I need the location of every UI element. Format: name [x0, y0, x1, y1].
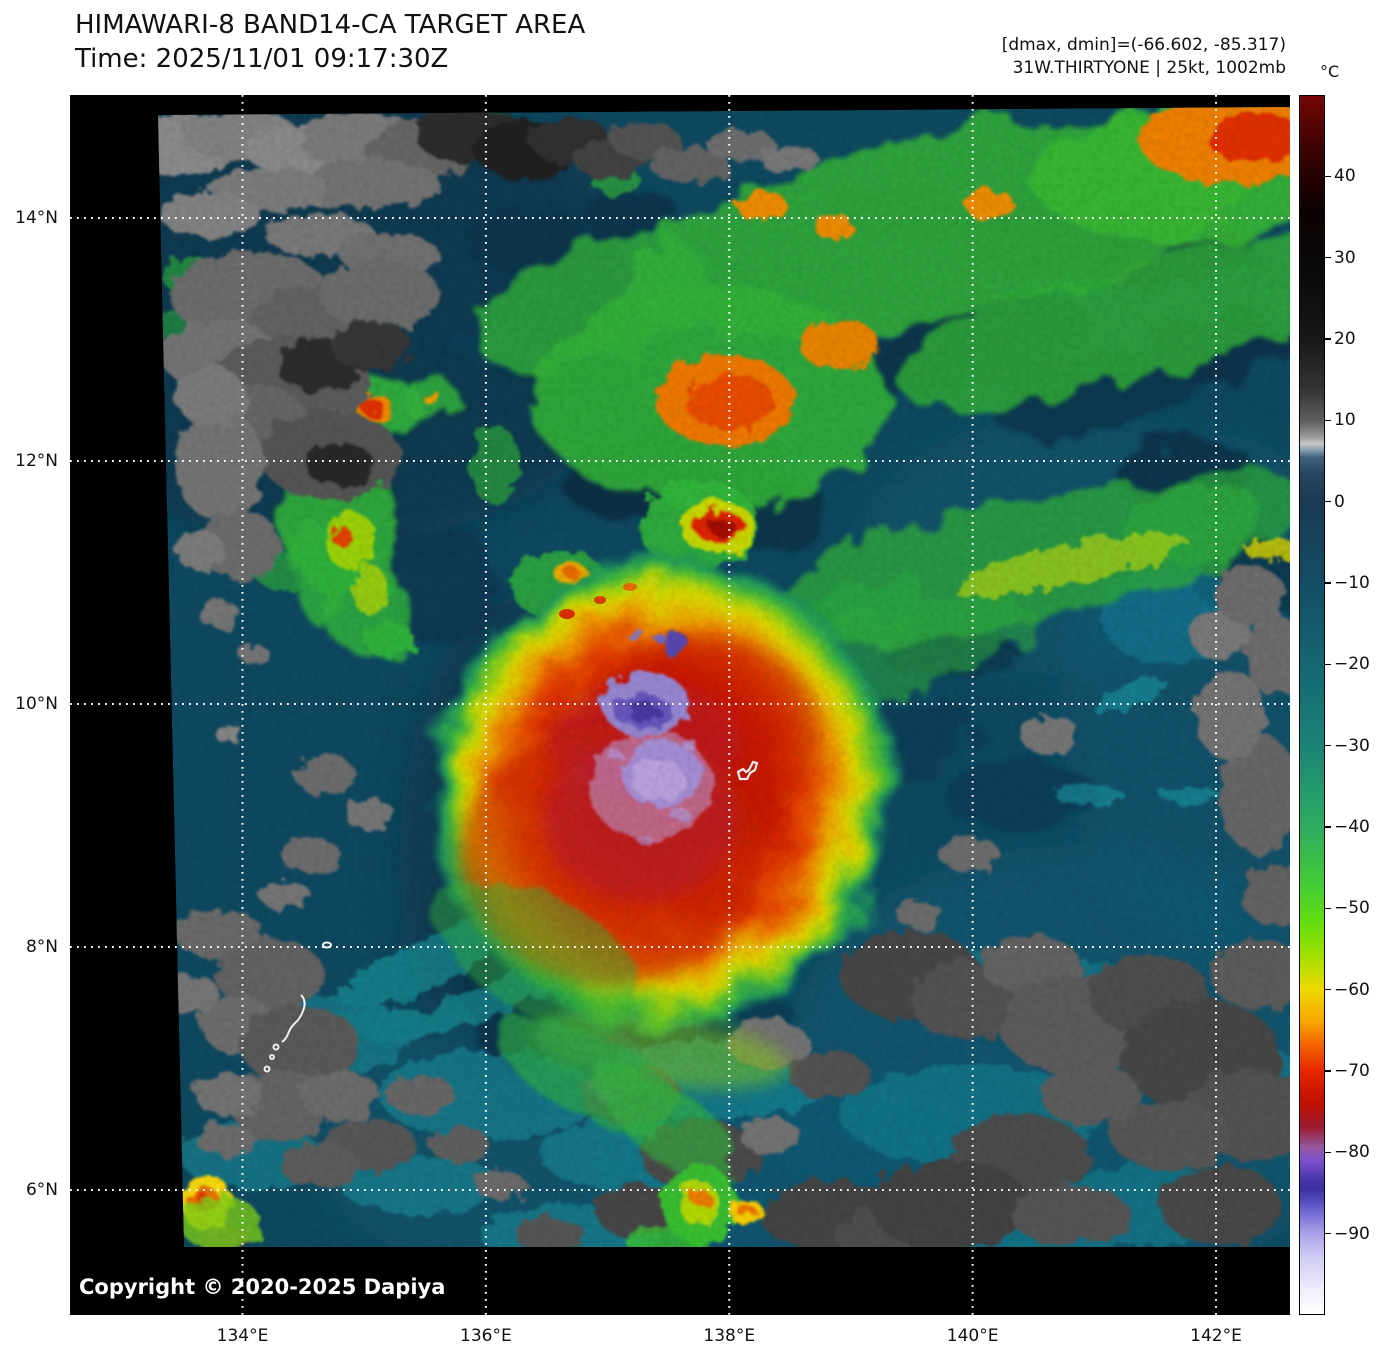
colorbar-tick-label: −50 [1334, 898, 1370, 919]
lat-tick-label: 6°N [25, 1180, 58, 1200]
lon-tick-label: 140°E [946, 1326, 999, 1346]
colorbar-tick-mark [1325, 1232, 1331, 1235]
storm-info-readout: 31W.THIRTYONE | 25kt, 1002mb [1012, 58, 1286, 78]
colorbar [1299, 95, 1325, 1315]
colorbar-tick-mark [1325, 826, 1331, 828]
colorbar-tick-mark [1325, 1070, 1331, 1072]
satellite-image [158, 107, 1290, 1247]
colorbar-tick-label: −70 [1334, 1061, 1370, 1081]
copyright-watermark: Copyright © 2020-2025 Dapiya [79, 1275, 446, 1299]
colorbar-tick-label: −80 [1334, 1142, 1370, 1163]
lon-tick-label: 142°E [1190, 1326, 1242, 1346]
dmax-dmin-readout: [dmax, dmin]=(-66.602, -85.317) [1001, 35, 1286, 55]
annotation-block: [dmax, dmin]=(-66.602, -85.317) 31W.THIR… [1002, 34, 1286, 80]
page-title: HIMAWARI-8 BAND14-CA TARGET AREA [75, 10, 586, 40]
colorbar-tick-mark [1325, 582, 1331, 584]
colorbar-tick-label: 40 [1334, 166, 1356, 187]
colorbar-tick-mark [1325, 744, 1331, 747]
colorbar-tick-label: −60 [1334, 979, 1370, 1000]
lon-tick-label: 134°E [216, 1326, 269, 1346]
timestamp: Time: 2025/11/01 09:17:30Z [75, 44, 449, 74]
colorbar-tick-label: −90 [1334, 1223, 1370, 1244]
colorbar-tick-label: 0 [1334, 491, 1345, 512]
lat-tick-label: 10°N [15, 694, 58, 714]
lon-tick-label: 136°E [460, 1326, 512, 1346]
colorbar-tick-label: 10 [1334, 410, 1356, 431]
lon-tick-label: 138°E [703, 1326, 756, 1346]
colorbar-tick-label: −40 [1334, 817, 1370, 837]
gridlines [70, 95, 1290, 1315]
colorbar-tick-mark [1325, 419, 1331, 422]
colorbar-tick-mark [1325, 988, 1331, 991]
image-grain [158, 107, 1290, 1247]
colorbar-tick-mark [1325, 907, 1331, 910]
colorbar-unit-label: °C [1320, 62, 1340, 81]
colorbar-tick-mark [1325, 1151, 1331, 1154]
colorbar-tick-mark [1325, 338, 1331, 340]
lat-tick-label: 8°N [25, 937, 58, 957]
colorbar-tick-mark [1325, 500, 1331, 503]
colorbar-tick-label: −30 [1334, 735, 1370, 756]
map-plot: Copyright © 2020-2025 Dapiya [70, 95, 1290, 1315]
colorbar-tick-label: 20 [1334, 329, 1356, 349]
colorbar-tick-mark [1325, 663, 1331, 666]
colorbar-tick-label: 30 [1334, 247, 1356, 268]
colorbar-tick-mark [1325, 175, 1331, 178]
lat-tick-label: 14°N [15, 208, 58, 228]
colorbar-tick-label: −20 [1334, 654, 1370, 675]
colorbar-tick-mark [1325, 256, 1331, 259]
colorbar-tick-label: −10 [1334, 573, 1370, 593]
lat-tick-label: 12°N [15, 451, 58, 471]
